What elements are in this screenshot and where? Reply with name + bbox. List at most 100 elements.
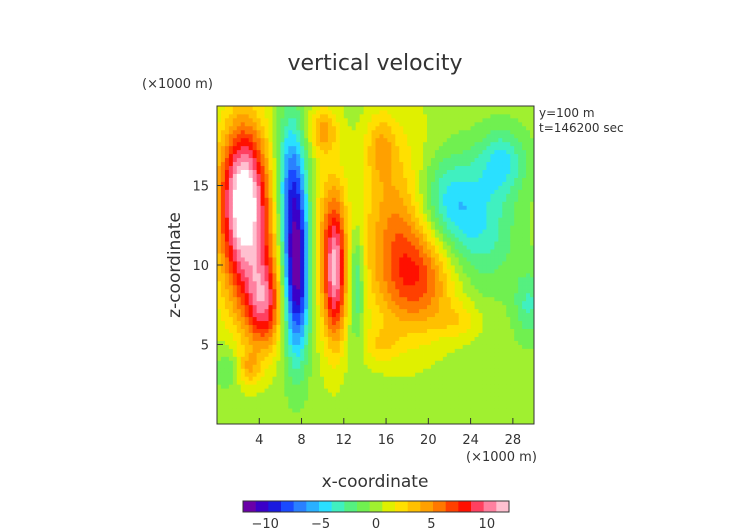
heatmap-cell [339,117,345,123]
heatmap-cell [458,261,464,266]
heatmap-cell [367,328,372,333]
heatmap-cell [252,149,258,155]
heatmap-cell [244,328,250,333]
heatmap-cell [232,221,238,226]
heatmap-cell [240,308,246,314]
heatmap-cell [323,308,329,314]
heatmap-cell [395,360,400,365]
heatmap-cell [217,352,222,357]
heatmap-cell [375,304,380,310]
heatmap-cell [323,165,329,170]
heatmap-cell [391,388,396,393]
heatmap-cell [224,312,230,318]
heatmap-cell [232,133,238,139]
heatmap-cell [220,420,226,425]
heatmap-cell [244,177,250,182]
heatmap-cell [391,416,396,421]
heatmap-cell [248,189,254,194]
heatmap-cell [284,185,289,190]
heatmap-cell [379,125,384,131]
heatmap-cell [434,288,440,294]
heatmap-cell [399,404,404,409]
heatmap-cell [288,300,293,306]
heatmap-cell [335,229,341,234]
heatmap-cell [458,296,464,302]
heatmap-cell [331,360,337,365]
heatmap-cell [442,253,448,258]
heatmap-cell [292,352,297,357]
heatmap-cell [232,209,238,214]
heatmap-cell [427,161,432,167]
heatmap-cell [304,153,309,159]
heatmap-cell [446,205,452,210]
heatmap-cell [351,113,357,119]
heatmap-cell [355,280,361,286]
heatmap-cell [351,185,357,190]
heatmap-cell [367,368,372,373]
heatmap-cell [331,213,337,218]
heatmap-cell [399,153,404,159]
heatmap-cell [359,392,365,397]
heatmap-cell [217,261,222,266]
heatmap-cell [407,137,412,143]
heatmap-cell [387,336,392,341]
heatmap-cell [419,360,424,365]
heatmap-cell [320,332,325,337]
heatmap-cell [236,197,242,202]
heatmap-cell [343,181,349,186]
heatmap-cell [217,420,222,425]
heatmap-cell [419,241,424,246]
heatmap-cell [454,121,460,127]
heatmap-cell [419,308,424,314]
heatmap-cell [292,129,297,135]
heatmap-cell [411,193,416,198]
heatmap-cell [264,384,269,389]
heatmap-cell [434,149,440,155]
heatmap-cell [331,408,337,413]
heatmap-cell [339,181,345,186]
heatmap-cell [351,145,357,151]
heatmap-cell [407,245,412,250]
heatmap-cell [260,245,265,250]
heatmap-cell [280,137,285,143]
heatmap-cell [296,280,301,286]
heatmap-cell [323,257,329,262]
heatmap-cell [363,412,368,417]
heatmap-cell [304,201,309,206]
heatmap-cell [323,237,329,242]
heatmap-cell [403,129,408,135]
heatmap-cell [280,261,285,266]
heatmap-cell [300,157,305,163]
heatmap-cell [316,328,321,333]
heatmap-cell [387,145,392,151]
heatmap-cell [272,388,277,393]
heatmap-cell [442,106,448,111]
heatmap-cell [383,320,388,326]
heatmap-cell [220,217,226,222]
heatmap-cell [454,372,460,377]
heatmap-cell [430,396,436,401]
heatmap-cell [288,284,293,290]
heatmap-cell [331,316,337,322]
heatmap-cell [359,340,365,345]
heatmap-cell [335,320,341,326]
heatmap-cell [399,185,404,190]
heatmap-cell [288,106,293,111]
heatmap-cell [316,372,321,377]
heatmap-cell [335,400,341,405]
heatmap-cell [355,173,361,178]
heatmap-cell [335,145,341,151]
heatmap-cell [300,129,305,135]
heatmap-cell [407,304,412,310]
heatmap-cell [232,404,238,409]
heatmap-cell [367,304,372,310]
heatmap-cell [260,237,265,242]
heatmap-cell [391,336,396,341]
heatmap-cell [367,133,372,139]
heatmap-cell [454,400,460,405]
heatmap-cell [316,280,321,286]
heatmap-cell [454,145,460,151]
heatmap-cell [355,145,361,151]
heatmap-cell [415,193,420,198]
heatmap-cell [316,396,321,401]
